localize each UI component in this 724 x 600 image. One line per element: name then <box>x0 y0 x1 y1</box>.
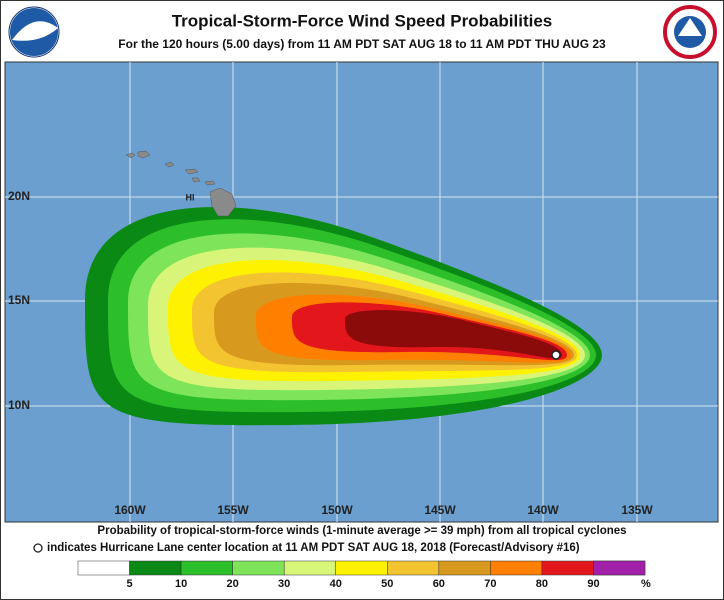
legend-swatch <box>490 560 543 576</box>
color-legend: 5 10 20 30 40 50 60 70 80 90% <box>77 560 651 590</box>
lat-label: 20N <box>8 189 30 203</box>
legend-value: 50 <box>381 578 393 590</box>
legend-swatch <box>438 560 491 576</box>
nws-logo <box>663 5 717 59</box>
lon-label: 145W <box>424 503 456 517</box>
legend-swatch <box>77 560 130 576</box>
legend-swatch <box>335 560 388 576</box>
center-symbol <box>33 543 43 553</box>
legend-value: 5 <box>126 578 132 590</box>
lon-label: 150W <box>321 503 353 517</box>
legend-value: 60 <box>433 578 445 590</box>
legend-swatch <box>232 560 285 576</box>
lon-label: 155W <box>217 503 249 517</box>
title: Tropical-Storm-Force Wind Speed Probabil… <box>172 11 553 30</box>
hawaii-islands <box>125 150 237 217</box>
legend-swatch <box>593 560 646 576</box>
axis-labels: 160W 155W 150W 145W 140W 135W 20N 15N 10N <box>8 189 653 517</box>
legend-value: 90 <box>587 578 599 590</box>
lon-label: 140W <box>527 503 559 517</box>
legend-swatch <box>541 560 594 576</box>
legend-swatch <box>180 560 233 576</box>
storm-center <box>551 350 561 360</box>
noaa-logo <box>8 6 60 58</box>
subtitle: For the 120 hours (5.00 days) from 11 AM… <box>118 37 606 51</box>
place-label: HI <box>186 192 195 202</box>
legend-value: 20 <box>227 578 239 590</box>
footer-line1: Probability of tropical-storm-force wind… <box>97 525 626 537</box>
lat-label: 15N <box>8 293 30 307</box>
lon-label: 135W <box>621 503 653 517</box>
legend-swatch <box>129 560 182 576</box>
legend-unit: % <box>641 578 651 590</box>
legend-value: 80 <box>536 578 548 590</box>
lon-label: 160W <box>114 503 146 517</box>
lat-label: 10N <box>8 398 30 412</box>
footer-line2: indicates Hurricane Lane center location… <box>47 542 580 554</box>
legend-value: 30 <box>278 578 290 590</box>
legend-value: 40 <box>330 578 342 590</box>
legend-swatch <box>283 560 336 576</box>
probability-contour <box>345 310 562 359</box>
probability-swath <box>85 206 602 426</box>
legend-value: 70 <box>484 578 496 590</box>
legend-value: 10 <box>175 578 187 590</box>
legend-swatch <box>387 560 440 576</box>
